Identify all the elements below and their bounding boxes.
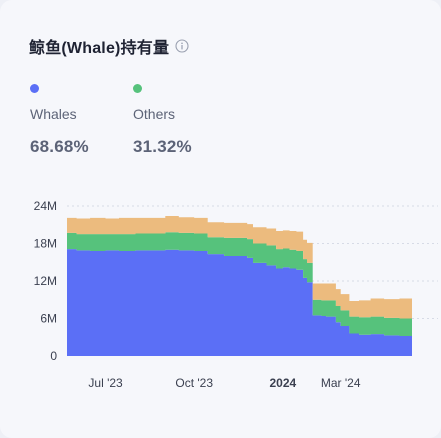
legend-label-whales: Whales: [30, 106, 77, 122]
chart-header: 鲸鱼(Whale)持有量: [29, 34, 189, 58]
x-tick-label: 2024: [270, 376, 297, 390]
legend-value-whales: 68.68%: [30, 137, 89, 156]
legend-dot-whales: [30, 84, 39, 93]
x-tick-label: Mar '24: [321, 376, 361, 390]
x-tick-label: Jul '23: [88, 376, 123, 390]
series-area-others[interactable]: [67, 232, 412, 336]
y-tick-label: 24M: [34, 199, 57, 213]
series-area-whales[interactable]: [67, 249, 412, 356]
x-tick-label: Oct '23: [175, 376, 213, 390]
series-area-series-2[interactable]: [67, 216, 412, 319]
legend-label-others: Others: [133, 106, 176, 122]
y-tick-label: 6M: [40, 312, 57, 326]
legend-dot-others: [133, 84, 142, 93]
y-tick-label: 18M: [34, 237, 57, 251]
stacked-area-chart: 0 6M 12M 18M 24M Jul '23 Oct '23 2024 Mar '24: [34, 199, 438, 390]
chart-title: 鲸鱼(Whale)持有量: [29, 40, 170, 57]
info-icon[interactable]: [175, 39, 189, 53]
legend-item-whales[interactable]: Whales 68.68%: [30, 84, 89, 156]
legend-value-others: 31.32%: [133, 137, 192, 156]
y-tick-label: 0: [50, 349, 57, 363]
y-tick-label: 12M: [34, 274, 57, 288]
legend-item-others[interactable]: Others 31.32%: [133, 84, 192, 156]
